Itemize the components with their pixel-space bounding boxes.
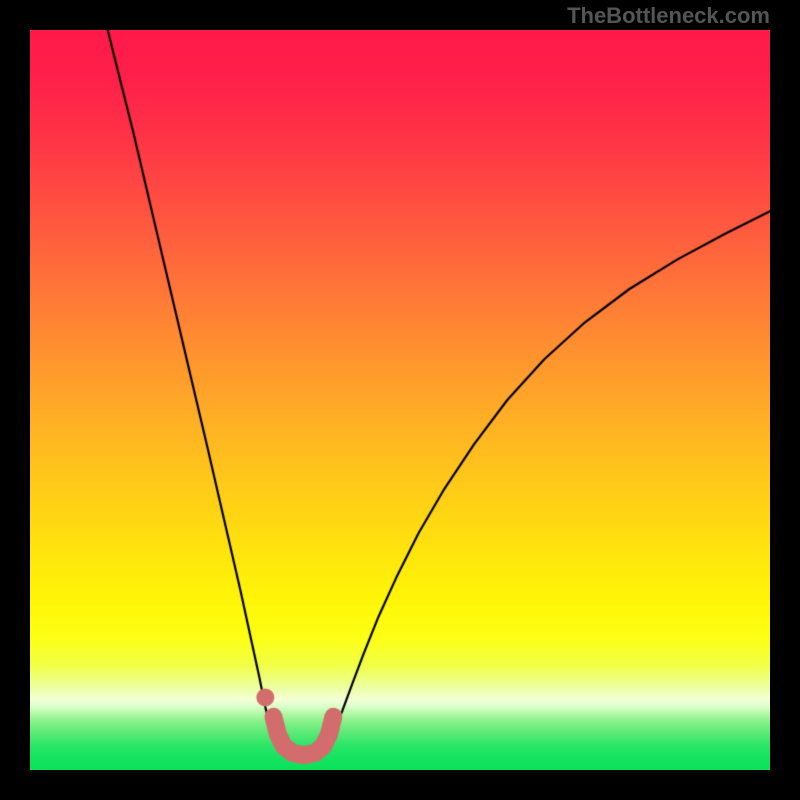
bottleneck-curves-layer (30, 30, 770, 770)
watermark-text: TheBottleneck.com (567, 3, 770, 29)
chart-stage: TheBottleneck.com (0, 0, 800, 800)
